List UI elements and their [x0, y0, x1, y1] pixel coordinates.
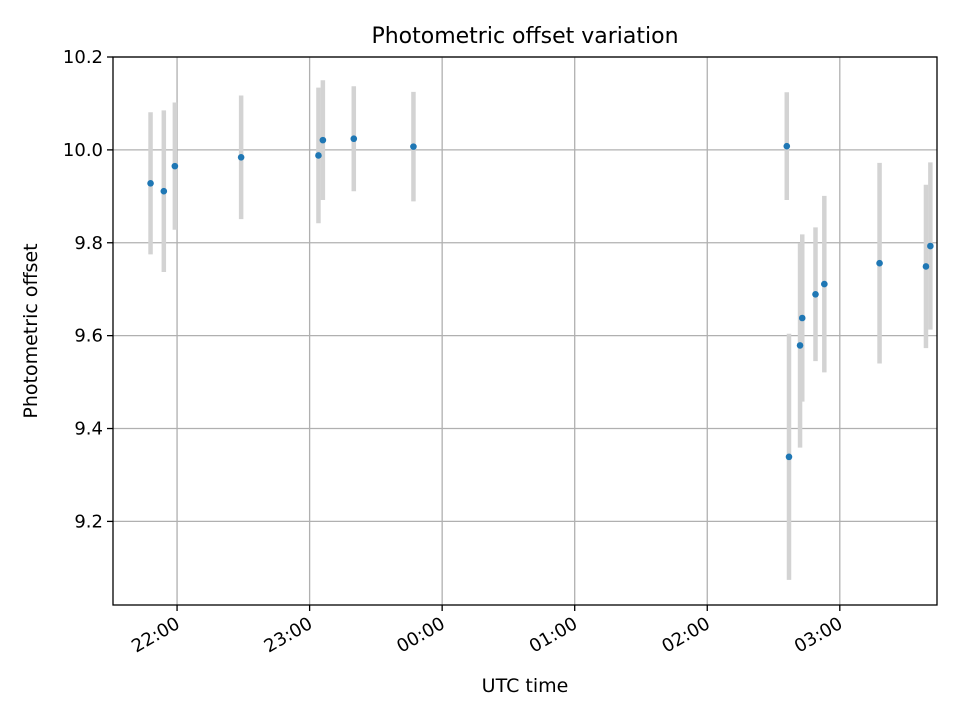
- y-tick-label: 9.8: [74, 233, 103, 254]
- data-point: [171, 162, 179, 170]
- data-point: [798, 314, 806, 322]
- data-point: [350, 135, 358, 143]
- data-point: [922, 263, 930, 270]
- data-point: [783, 142, 791, 150]
- chart-title: Photometric offset variation: [371, 24, 678, 49]
- data-point: [315, 152, 322, 159]
- y-tick-label: 9.6: [74, 326, 103, 347]
- plot-frame: [112, 56, 938, 606]
- x-axis-label: UTC time: [482, 675, 569, 697]
- data-point: [927, 242, 934, 250]
- data-point: [796, 342, 804, 349]
- y-tick-label: 9.2: [74, 511, 103, 532]
- y-tick-label: 10.0: [63, 140, 103, 161]
- data-point: [785, 453, 793, 461]
- data-point: [160, 187, 168, 195]
- data-point: [410, 143, 417, 150]
- grid: [113, 56, 937, 605]
- data-points: [147, 135, 934, 461]
- data-point: [821, 280, 828, 288]
- y-axis-label: Photometric offset: [20, 243, 42, 418]
- y-tick-label: 10.2: [63, 47, 103, 68]
- data-point: [147, 180, 154, 187]
- data-point: [319, 136, 327, 144]
- data-point: [876, 259, 883, 267]
- data-point: [812, 291, 819, 298]
- data-point: [237, 154, 245, 161]
- y-tick-label: 9.4: [74, 419, 103, 440]
